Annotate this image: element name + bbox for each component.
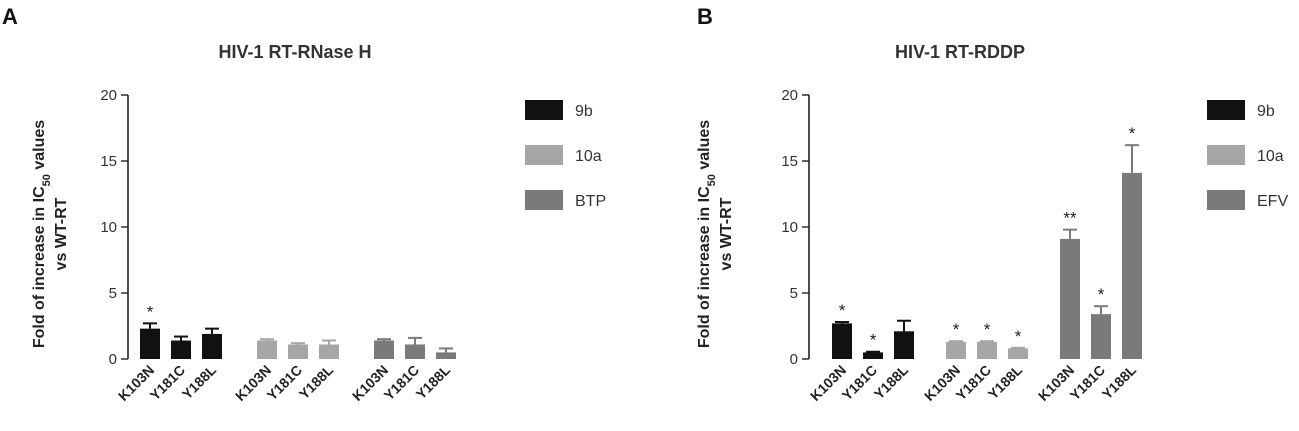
panel-a-bar	[140, 328, 160, 359]
panel-a-bar	[319, 344, 339, 359]
panel-a-x-tick-label: Y181C	[381, 362, 423, 404]
panel-b-significance-mark: *	[1129, 124, 1136, 143]
panel-b-y-tick-label: 0	[790, 351, 798, 368]
panel-a-bar	[257, 340, 277, 359]
panel-a-y-axis-label-main: Fold of increase in IC	[31, 186, 48, 348]
panel-b-significance-mark: **	[1063, 209, 1077, 228]
panel-a-y-tick-label: 10	[100, 219, 117, 236]
panel-a-x-tick-label: Y181C	[264, 362, 306, 404]
panel-a-label: A	[2, 4, 18, 29]
panel-b-y-axis-label-values: values	[696, 120, 713, 174]
panel-a-legend-label: 9b	[575, 103, 593, 120]
panel-b-bar	[946, 341, 966, 359]
panel-b-significance-mark: *	[839, 301, 846, 320]
panel-b-y-tick-label: 10	[781, 219, 798, 236]
panel-a-x-tick-label: Y188L	[413, 361, 454, 402]
panel-b-x-tick-label: Y181C	[1067, 362, 1109, 404]
panel-b-y-axis-label-main: Fold of increase in IC	[696, 186, 713, 348]
panel-a-legend-swatch	[525, 100, 563, 120]
panel-b-y-tick-label: 20	[781, 87, 798, 104]
panel-b-legend-swatch	[1207, 145, 1245, 165]
panel-a-y-axis-label: Fold of increase in IC50 values	[31, 120, 53, 348]
panel-b-x-tick-label: Y181C	[839, 362, 881, 404]
panel-b-significance-mark: *	[953, 320, 960, 339]
panel-a-x-tick-label: Y188L	[179, 361, 220, 402]
panel-b-y-axis-label-line2: vs WT-RT	[718, 197, 735, 270]
panel-b-significance-mark: *	[984, 320, 991, 339]
panel-a-bar	[202, 333, 222, 359]
panel-a-legend-swatch	[525, 145, 563, 165]
panel-a-significance-mark: *	[147, 302, 154, 321]
panel-a-y-axis-label-values: values	[31, 120, 48, 174]
panel-b-significance-mark: *	[1015, 327, 1022, 346]
panel-a-legend-swatch	[525, 190, 563, 210]
panel-b-x-tick-label: Y188L	[1099, 361, 1140, 402]
panel-b-bar	[863, 352, 883, 359]
panel-a-bar	[288, 344, 308, 359]
panel-a-bar	[171, 340, 191, 359]
panel-a-bar	[405, 344, 425, 359]
panel-a-y-axis-label-sub: 50	[41, 174, 53, 186]
panel-b-bar	[832, 323, 852, 359]
panel-b-y-axis-label-sub: 50	[706, 174, 718, 186]
panel-b-legend-swatch	[1207, 100, 1245, 120]
panel-b-bar	[977, 341, 997, 359]
panel-b-title: HIV-1 RT-RDDP	[895, 42, 1025, 62]
panel-b-bar	[1060, 238, 1080, 359]
panel-a-y-tick-label: 15	[100, 153, 117, 170]
panel-b-legend-label: EFV	[1257, 193, 1288, 210]
panel-b-label: B	[697, 4, 713, 29]
panel-b-x-tick-label: Y188L	[871, 361, 912, 402]
panel-b-bar	[894, 331, 914, 359]
panel-a-y-tick-label: 0	[109, 351, 117, 368]
panel-a-y-tick-label: 5	[109, 285, 117, 302]
panel-a-x-tick-label: Y188L	[296, 361, 337, 402]
panel-b-legend-label: 9b	[1257, 103, 1275, 120]
panel-b-significance-mark: *	[870, 331, 877, 350]
panel-b-y-tick-label: 5	[790, 285, 798, 302]
panel-b-x-tick-label: Y188L	[985, 361, 1026, 402]
panel-a-y-tick-label: 20	[100, 87, 117, 104]
panel-a-x-tick-label: Y181C	[147, 362, 189, 404]
panel-b-bar	[1122, 172, 1142, 359]
panel-b-bar	[1091, 314, 1111, 359]
panel-b-bar	[1008, 348, 1028, 359]
panel-b-legend-swatch	[1207, 190, 1245, 210]
panel-a-y-axis-label-line2: vs WT-RT	[53, 197, 70, 270]
panel-b-y-axis-label: Fold of increase in IC50 values	[696, 120, 718, 348]
panel-a-title: HIV-1 RT-RNase H	[218, 42, 371, 62]
panel-b-legend-label: 10a	[1257, 148, 1284, 165]
panel-a-legend-label: BTP	[575, 193, 606, 210]
panel-b-x-tick-label: Y181C	[953, 362, 995, 404]
panel-a-legend-label: 10a	[575, 148, 602, 165]
panel-b-significance-mark: *	[1098, 285, 1105, 304]
panel-b-y-tick-label: 15	[781, 153, 798, 170]
panel-a-bar	[436, 352, 456, 359]
panel-a-bar	[374, 340, 394, 359]
